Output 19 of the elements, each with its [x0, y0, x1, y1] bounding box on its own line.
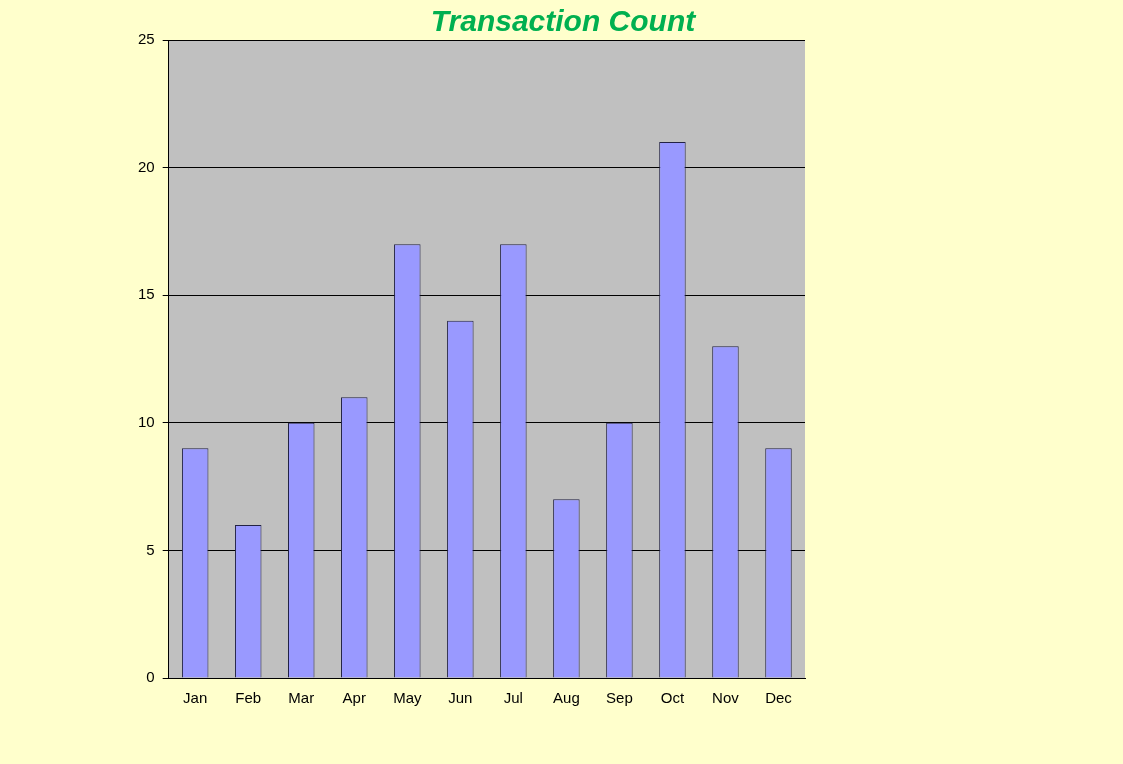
x-tick-label: Feb: [235, 689, 262, 707]
y-tick-label: 0: [146, 668, 155, 686]
x-tick-label: Nov: [712, 689, 740, 707]
x-tick-label: Oct: [660, 689, 685, 707]
y-tick-label: 5: [146, 540, 155, 558]
y-tick-label: 25: [138, 30, 155, 48]
x-tick-label: Sep: [606, 689, 633, 707]
chart-title: Transaction Count: [430, 4, 698, 38]
x-tick-label: Jan: [183, 689, 208, 707]
y-tick-label: 15: [138, 285, 155, 303]
x-tick-label: Jun: [448, 689, 473, 707]
x-tick-label: May: [393, 689, 422, 707]
x-tick-label: Aug: [553, 689, 580, 707]
x-tick-label: Jul: [503, 689, 523, 707]
x-tick-label: Mar: [288, 689, 315, 707]
y-tick-label: 20: [138, 157, 155, 175]
x-tick-label: Apr: [342, 689, 366, 707]
x-tick-label: Dec: [765, 689, 793, 707]
y-tick-label: 10: [138, 412, 155, 430]
